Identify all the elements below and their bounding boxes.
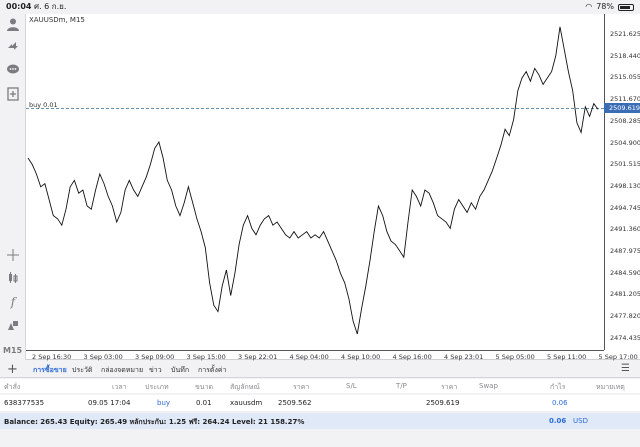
current-price-label: 2509.619: [604, 103, 640, 113]
price-tick: 2484.590: [610, 268, 640, 277]
price-tick: 2515.055: [610, 73, 640, 82]
time-tick: 2 Sep 16:30: [32, 353, 72, 361]
col-type: ประเภท: [145, 383, 169, 391]
price-tick: 2511.670: [610, 95, 640, 104]
col-size: ขนาด: [195, 383, 214, 391]
chart-symbol: XAUUSDm, M15: [29, 16, 85, 24]
balance-bar: Balance: 265.43 Equity: 265.49 หลักประกั…: [0, 413, 640, 429]
col-price: ราคา: [293, 383, 310, 391]
col-note: หมายเหตุ: [596, 383, 625, 391]
chat-icon[interactable]: [5, 62, 21, 78]
add-icon[interactable]: +: [7, 362, 18, 377]
price-tick: 2504.900: [610, 138, 640, 147]
price-tick: 2521.625: [610, 30, 640, 38]
price-tick: 2518.440: [610, 51, 640, 60]
currency: USD: [573, 417, 588, 425]
time-tick: 5 Sep 11:00: [547, 353, 587, 361]
col-tp: T/P: [396, 382, 407, 390]
total-profit: 0.06: [549, 417, 567, 425]
row-current: 2509.619: [426, 399, 460, 407]
tab-mailbox[interactable]: กล่องจดหมาย: [101, 366, 144, 374]
balance-text: Balance: 265.43 Equity: 265.49 หลักประกั…: [4, 418, 305, 426]
row-size: 0.01: [196, 399, 212, 407]
quotes-icon[interactable]: [5, 38, 21, 54]
battery-percent: 78%: [596, 2, 614, 11]
new-order-icon[interactable]: [5, 86, 21, 102]
row-price: 2509.562: [278, 399, 312, 407]
row-order: 638377535: [4, 399, 45, 407]
status-bar: 00:04 ศ. 6 ก.ย. ◠ 78%: [0, 0, 640, 14]
table-row[interactable]: 638377535 09.05 17:04 buy 0.01 xauusdm 2…: [0, 395, 640, 412]
row-profit: 0.06: [552, 399, 568, 407]
left-toolbar: f M15: [0, 14, 26, 360]
time-tick: 3 Sep 03:00: [83, 353, 123, 361]
time-tick: 4 Sep 16:00: [392, 353, 432, 361]
price-tick: 2477.820: [610, 312, 640, 321]
chart-type-icon[interactable]: [5, 270, 21, 286]
time-tick: 5 Sep 05:00: [495, 353, 535, 361]
account-icon[interactable]: [5, 16, 21, 32]
indicators-icon[interactable]: f: [10, 295, 16, 309]
battery-icon: [618, 3, 634, 11]
time-tick: 4 Sep 23:01: [444, 353, 484, 361]
time-tick: 3 Sep 15:00: [186, 353, 226, 361]
time-tick: 4 Sep 10:00: [341, 353, 381, 361]
tab-settings[interactable]: การตั้งค่า: [198, 366, 227, 374]
price-line-plot: [27, 26, 599, 335]
row-symbol: xauusdm: [230, 399, 263, 407]
timeframe-icon[interactable]: M15: [3, 346, 23, 355]
price-tick: 2487.975: [610, 247, 640, 255]
price-tick: 2474.435: [610, 333, 640, 342]
table-header: คำสั่ง เวลา ประเภท ขนาด สัญลักษณ์ ราคา S…: [0, 379, 640, 393]
time-tick: 3 Sep 22:01: [238, 353, 278, 361]
tab-trade[interactable]: การซื้อขาย: [33, 366, 67, 374]
objects-icon[interactable]: [5, 317, 21, 333]
menu-icon[interactable]: ☰: [621, 363, 630, 374]
col-profit: กำไร: [550, 383, 566, 391]
price-tick: 2501.515: [610, 160, 640, 169]
col-symbol: สัญลักษณ์: [230, 383, 260, 391]
terminal-tabs: + การซื้อขาย ประวัติ กล่องจดหมาย ข่าว บั…: [0, 361, 640, 378]
col-swap: Swap: [479, 382, 498, 390]
price-chart[interactable]: XAUUSDm, M15 buy 0.01 2521.625 2518.440 25…: [26, 14, 640, 361]
col-current: ราคา: [441, 383, 458, 391]
tab-journal[interactable]: บันทึก: [171, 366, 190, 374]
price-axis: 2521.625 2518.440 2515.055 2511.670 2508.285…: [604, 14, 640, 350]
wifi-icon: ◠: [585, 2, 593, 11]
price-tick: 2494.745: [610, 203, 640, 212]
status-time: 00:04: [6, 2, 32, 11]
col-sl: S/L: [346, 382, 357, 390]
price-tick: 2508.285: [610, 116, 640, 125]
time-tick: 3 Sep 09:00: [135, 353, 175, 361]
bottom-area: [0, 429, 640, 447]
col-order: คำสั่ง: [4, 383, 21, 391]
time-axis: 2 Sep 16:30 3 Sep 03:00 3 Sep 09:00 3 Sep 1…: [26, 350, 638, 361]
price-series-line: [27, 26, 599, 335]
crosshair-icon[interactable]: [5, 247, 21, 263]
buy-position-line: [26, 108, 604, 109]
status-date: ศ. 6 ก.ย.: [34, 2, 67, 11]
buy-line-label: buy 0.01: [29, 101, 58, 109]
row-type: buy: [157, 399, 171, 407]
price-tick: 2498.130: [610, 181, 640, 190]
tab-history[interactable]: ประวัติ: [72, 366, 93, 374]
time-tick: 5 Sep 17:00: [598, 353, 638, 361]
price-tick: 2481.205: [610, 290, 640, 299]
col-time: เวลา: [112, 383, 127, 391]
time-tick: 4 Sep 04:00: [289, 353, 329, 361]
row-time: 09.05 17:04: [88, 399, 131, 407]
status-right: ◠ 78%: [585, 0, 634, 14]
price-tick: 2491.360: [610, 225, 640, 234]
tab-news[interactable]: ข่าว: [149, 366, 162, 374]
